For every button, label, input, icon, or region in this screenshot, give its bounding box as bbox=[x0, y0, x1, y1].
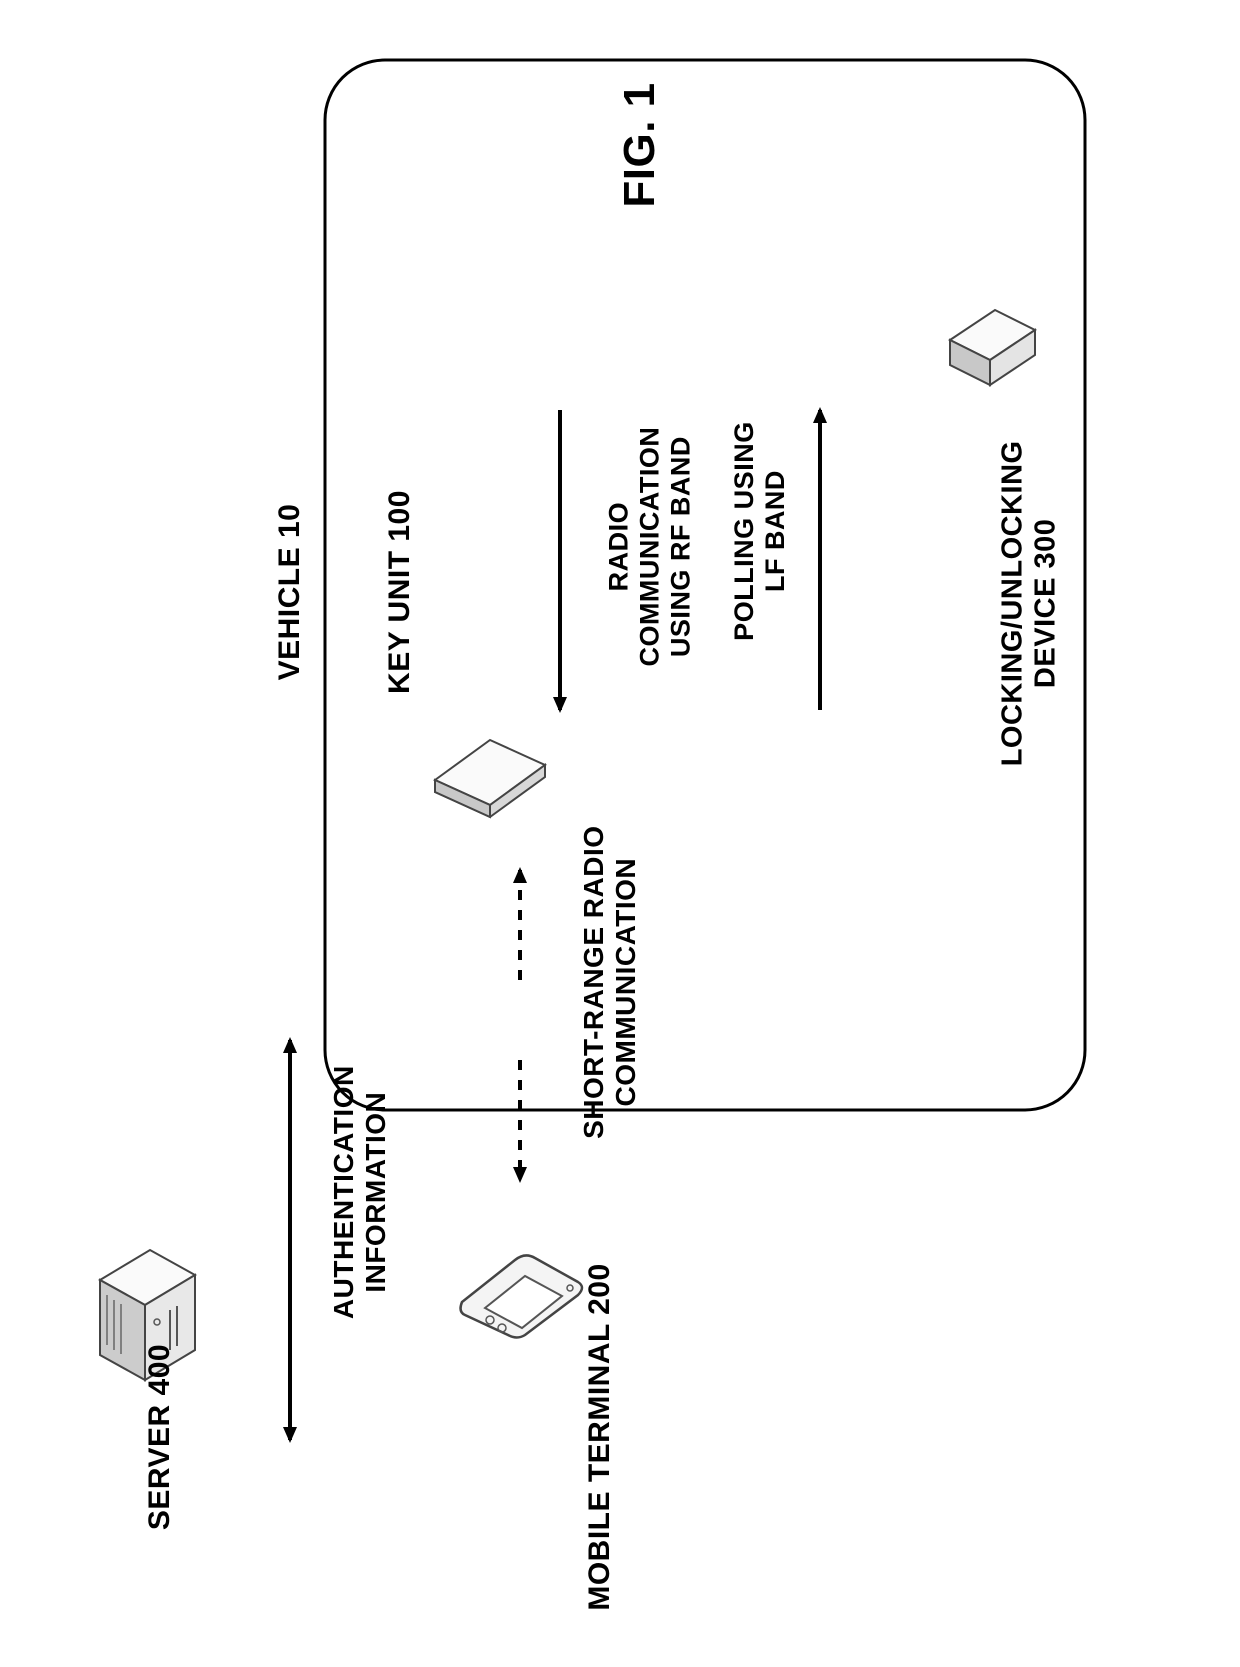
short-range-label-text: SHORT-RANGE RADIO COMMUNICATION bbox=[578, 825, 641, 1138]
lock-device-label-line1: LOCKING/UNLOCKING DEVICE 300 bbox=[997, 440, 1062, 766]
mobile-terminal-icon bbox=[461, 1255, 582, 1337]
server-label: SERVER 400 bbox=[143, 1287, 177, 1587]
vehicle-box bbox=[325, 60, 1085, 1110]
mobile-terminal-label: MOBILE TERMINAL 200 bbox=[583, 1207, 617, 1667]
vehicle-label: VEHICLE 10 bbox=[273, 452, 307, 732]
auth-label-text: AUTHENTICATION INFORMATION bbox=[328, 1065, 391, 1319]
figure-title: FIG. 1 bbox=[615, 45, 665, 245]
radio-label: RADIO COMMUNICATION USING RF BAND bbox=[603, 367, 696, 727]
key-unit-label: KEY UNIT 100 bbox=[383, 452, 417, 732]
polling-label-text: POLLING USING LF BAND bbox=[729, 421, 790, 641]
auth-label: AUTHENTICATION INFORMATION bbox=[328, 1002, 392, 1382]
diagram-canvas: FIG. 1 VEHICLE 10 KEY UNIT 100 LOCKING/U… bbox=[0, 0, 1240, 1655]
polling-label: POLLING USING LF BAND bbox=[729, 351, 791, 711]
lock-device-label: LOCKING/UNLOCKING DEVICE 300 bbox=[997, 393, 1064, 813]
key-unit-icon bbox=[435, 740, 545, 817]
short-range-label: SHORT-RANGE RADIO COMMUNICATION bbox=[578, 762, 642, 1202]
lock-device-icon bbox=[950, 310, 1035, 385]
radio-label-text: RADIO COMMUNICATION USING RF BAND bbox=[603, 427, 695, 667]
